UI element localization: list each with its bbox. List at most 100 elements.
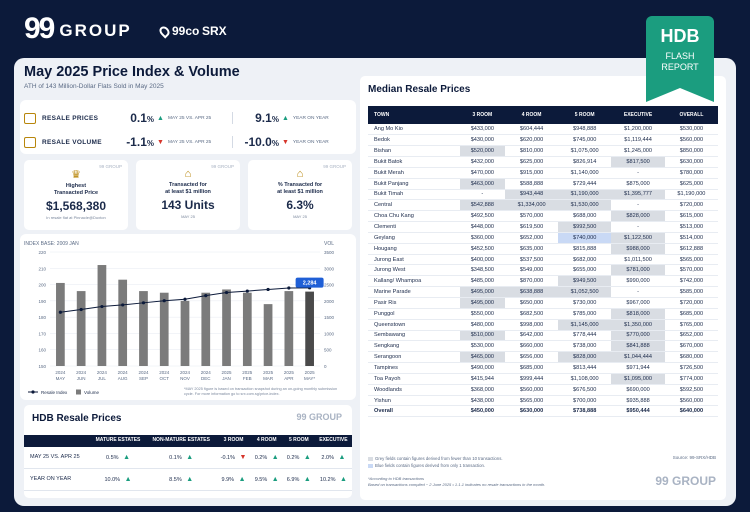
table-row: YEAR ON YEAR 10.0% ▲ 8.5% ▲ 9.9% ▲ 9.5% ▲ 6.9… (24, 468, 352, 491)
price-cell: $604,444 (505, 124, 559, 136)
overall-cell: $640,000 (664, 405, 718, 418)
table-row: Yishun $438,000 $565,000 $700,000 $935,888 $5… (368, 395, 718, 407)
price-cell: - (459, 189, 506, 201)
house-icon: ⌂ (296, 168, 304, 180)
x-tick-month: SEP (139, 376, 148, 381)
y-right-tick: 2500 (324, 283, 335, 288)
resale-index-point (287, 286, 291, 290)
brand-logo[interactable]: 99 GROUP (24, 14, 132, 44)
x-tick-year: 2024 (118, 370, 129, 375)
price-cell: $630,000 (664, 156, 718, 168)
table-row: Serangoon $465,000 $656,000 $828,000 $1,044,… (368, 351, 718, 364)
volume-bar (139, 291, 148, 366)
cell-value: 2.0% (321, 454, 334, 461)
town-name: Woodlands (368, 384, 460, 396)
stats-card (20, 100, 356, 154)
divider (231, 136, 233, 148)
tag-icon: ⌂ (184, 168, 192, 180)
kpi-value: $1,568,380 (45, 199, 107, 213)
stat-label-text: RESALE PRICES (42, 114, 99, 122)
price-cell: $480,000 (459, 319, 506, 331)
price-cell: $514,000 (664, 232, 718, 244)
town-name: Bedok (368, 134, 460, 147)
price-cell: $850,000 (664, 145, 718, 158)
house-icon (24, 112, 36, 124)
town-name: Yishun (368, 395, 460, 407)
resale-index-point (224, 290, 229, 295)
price-cell: $565,000 (505, 395, 559, 407)
price-cell: $513,000 (664, 221, 718, 233)
volume-bar (242, 292, 252, 366)
partner-srx[interactable]: SRX (202, 24, 227, 38)
price-cell: $490,000 (459, 362, 506, 374)
x-tick-month: DEC (201, 376, 211, 381)
price-cell: $770,000 (611, 330, 665, 342)
price-cell: $1,122,500 (611, 232, 665, 244)
stat-value-mom: -1.1% (114, 135, 154, 149)
resale-index-point (204, 294, 208, 298)
column-header: EXECUTIVE (611, 106, 665, 124)
hdb-resale-title: HDB Resale Prices (32, 413, 122, 424)
price-cell: $560,000 (664, 395, 718, 407)
median-resale-card: Median Resale Prices TOWN 3 ROOM 4 ROOM 5 R… (360, 76, 726, 500)
stat-number: -1.1 (126, 135, 147, 149)
column-header: NON-MATURE ESTATES (145, 435, 217, 447)
kpi-card: 99 GROUP ⌂ % Transacted for at least $1 mil… (248, 160, 352, 230)
price-cell: $780,000 (664, 167, 718, 179)
price-cell: $998,000 (505, 319, 559, 331)
legend-volume: Volume (84, 390, 100, 395)
price-cell: $682,000 (558, 254, 612, 266)
table-cell: 0.5% ▲ (90, 446, 146, 469)
price-cell: $988,000 (611, 243, 665, 255)
price-cell: - (611, 221, 665, 233)
price-cell: $565,000 (664, 254, 718, 266)
kpi-label-line: Highest (65, 183, 87, 189)
partner-srx-label: SRX (202, 24, 227, 38)
partner-99co[interactable]: 99co (157, 23, 199, 39)
table-cell: 0.1% ▲ (145, 446, 217, 469)
price-index-volume-chart: INDEX BASE: 2009 JAN VOL 220 210 200 190 180 17… (24, 241, 338, 396)
table-row: Toa Payoh $415,944 $999,444 $1,108,000 $1,09… (368, 373, 718, 385)
y-right-tick: 1000 (324, 331, 335, 336)
price-cell: $943,448 (505, 189, 559, 201)
volume-bar (118, 279, 128, 366)
table-row: Pasir Ris $495,000 $650,000 $730,000 $967,00… (368, 297, 718, 309)
town-name: Queenstown (368, 319, 460, 331)
arrow-up-icon: ▲ (123, 453, 131, 461)
price-cell: $1,190,000 (664, 189, 718, 201)
page-subtitle: ATH of 143 Million-Dollar Flats Sold in … (24, 83, 164, 90)
price-cell: $765,000 (664, 319, 718, 331)
price-cell: $688,000 (558, 210, 612, 223)
price-cell: $448,000 (459, 221, 506, 233)
price-cell: $676,500 (558, 384, 612, 396)
stat-value-yoy: 9.1% (239, 111, 279, 125)
stat-row: RESALE PRICES 0.1% ▲ MAY 25 VS. APR 25 9.1% ▲… (24, 106, 352, 130)
price-cell: $738,000 (558, 340, 612, 353)
resale-index-point (245, 289, 249, 293)
x-tick-year: 2024 (159, 370, 170, 375)
watermark-logo: 99 GROUP (211, 164, 234, 169)
hdb-resale-card: HDB Resale Prices 99 GROUP MATURE ESTATE… (24, 405, 352, 498)
table-row: Bukit Merah $470,000 $915,000 $1,140,000- $7… (368, 167, 718, 179)
kpi-value: 6.3% (286, 198, 314, 212)
price-cell: $433,000 (459, 124, 506, 136)
arrow-up-icon: ▲ (124, 475, 132, 483)
price-cell: $549,000 (505, 264, 559, 277)
arrow-up-icon: ▲ (340, 475, 347, 483)
kpi-label: Highest Transacted Price (24, 183, 128, 196)
town-name: Punggol (368, 308, 460, 320)
price-cell: $682,500 (505, 308, 559, 320)
table-row: MAY 25 VS. APR 25 0.5% ▲ 0.1% ▲ -0.1% ▼ 0.2%… (24, 446, 352, 469)
price-cell: $720,000 (664, 297, 718, 309)
price-cell: $495,000 (459, 286, 506, 298)
town-name: Jurong West (368, 264, 460, 277)
x-tick-year: 2025 (263, 370, 274, 375)
column-header: 3 ROOM (459, 106, 506, 124)
price-cell: $818,000 (611, 308, 665, 320)
price-cell: $729,444 (558, 178, 612, 190)
x-tick-month: MAY* (304, 376, 315, 381)
arrow-up-icon: ▲ (303, 453, 311, 461)
row-label: YEAR ON YEAR (24, 468, 91, 491)
resale-index-point (266, 287, 270, 292)
kpi-label-line: Transacted Price (53, 189, 99, 196)
